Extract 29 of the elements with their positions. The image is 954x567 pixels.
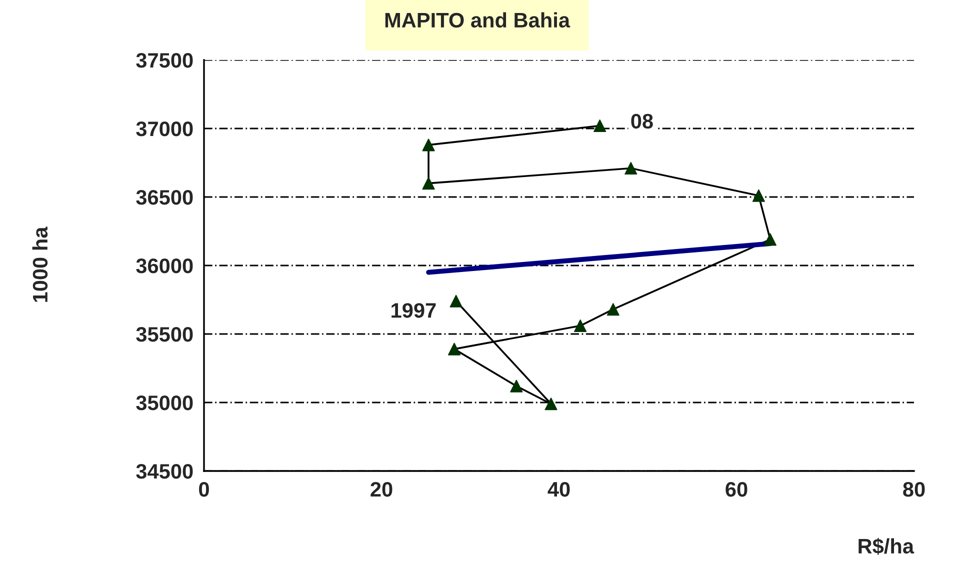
annotation: 08 bbox=[631, 114, 653, 129]
y-tick-label: 35500 bbox=[136, 327, 193, 342]
x-axis-title: R$/ha bbox=[858, 538, 914, 555]
point bbox=[764, 233, 776, 246]
point bbox=[752, 189, 765, 202]
point bbox=[594, 119, 606, 132]
point bbox=[422, 177, 435, 190]
point bbox=[450, 294, 462, 308]
y-tick-label: 35000 bbox=[136, 396, 193, 410]
y-tick-label: 36000 bbox=[136, 258, 193, 274]
y-tick-label: 36500 bbox=[136, 190, 193, 205]
x-tick-label: 80 bbox=[903, 482, 925, 497]
x-tick-label: 40 bbox=[548, 482, 570, 497]
annotation: 1997 bbox=[392, 303, 436, 318]
x-tick-label: 0 bbox=[199, 482, 209, 497]
y-tick-label: 34500 bbox=[136, 464, 193, 479]
chart-title: MAPITO and Bahia bbox=[385, 12, 570, 28]
x-tick-label: 60 bbox=[726, 482, 748, 497]
y-axis-title: 1000 ha bbox=[32, 226, 48, 302]
y-tick-label: 37500 bbox=[136, 53, 193, 68]
y-tick-label: 37000 bbox=[136, 122, 193, 136]
point bbox=[624, 162, 638, 175]
point bbox=[422, 138, 435, 152]
point bbox=[574, 320, 587, 332]
point bbox=[448, 342, 461, 356]
point bbox=[606, 303, 620, 316]
x-tick-label: 20 bbox=[370, 482, 392, 497]
point bbox=[510, 380, 523, 392]
point bbox=[544, 398, 558, 410]
